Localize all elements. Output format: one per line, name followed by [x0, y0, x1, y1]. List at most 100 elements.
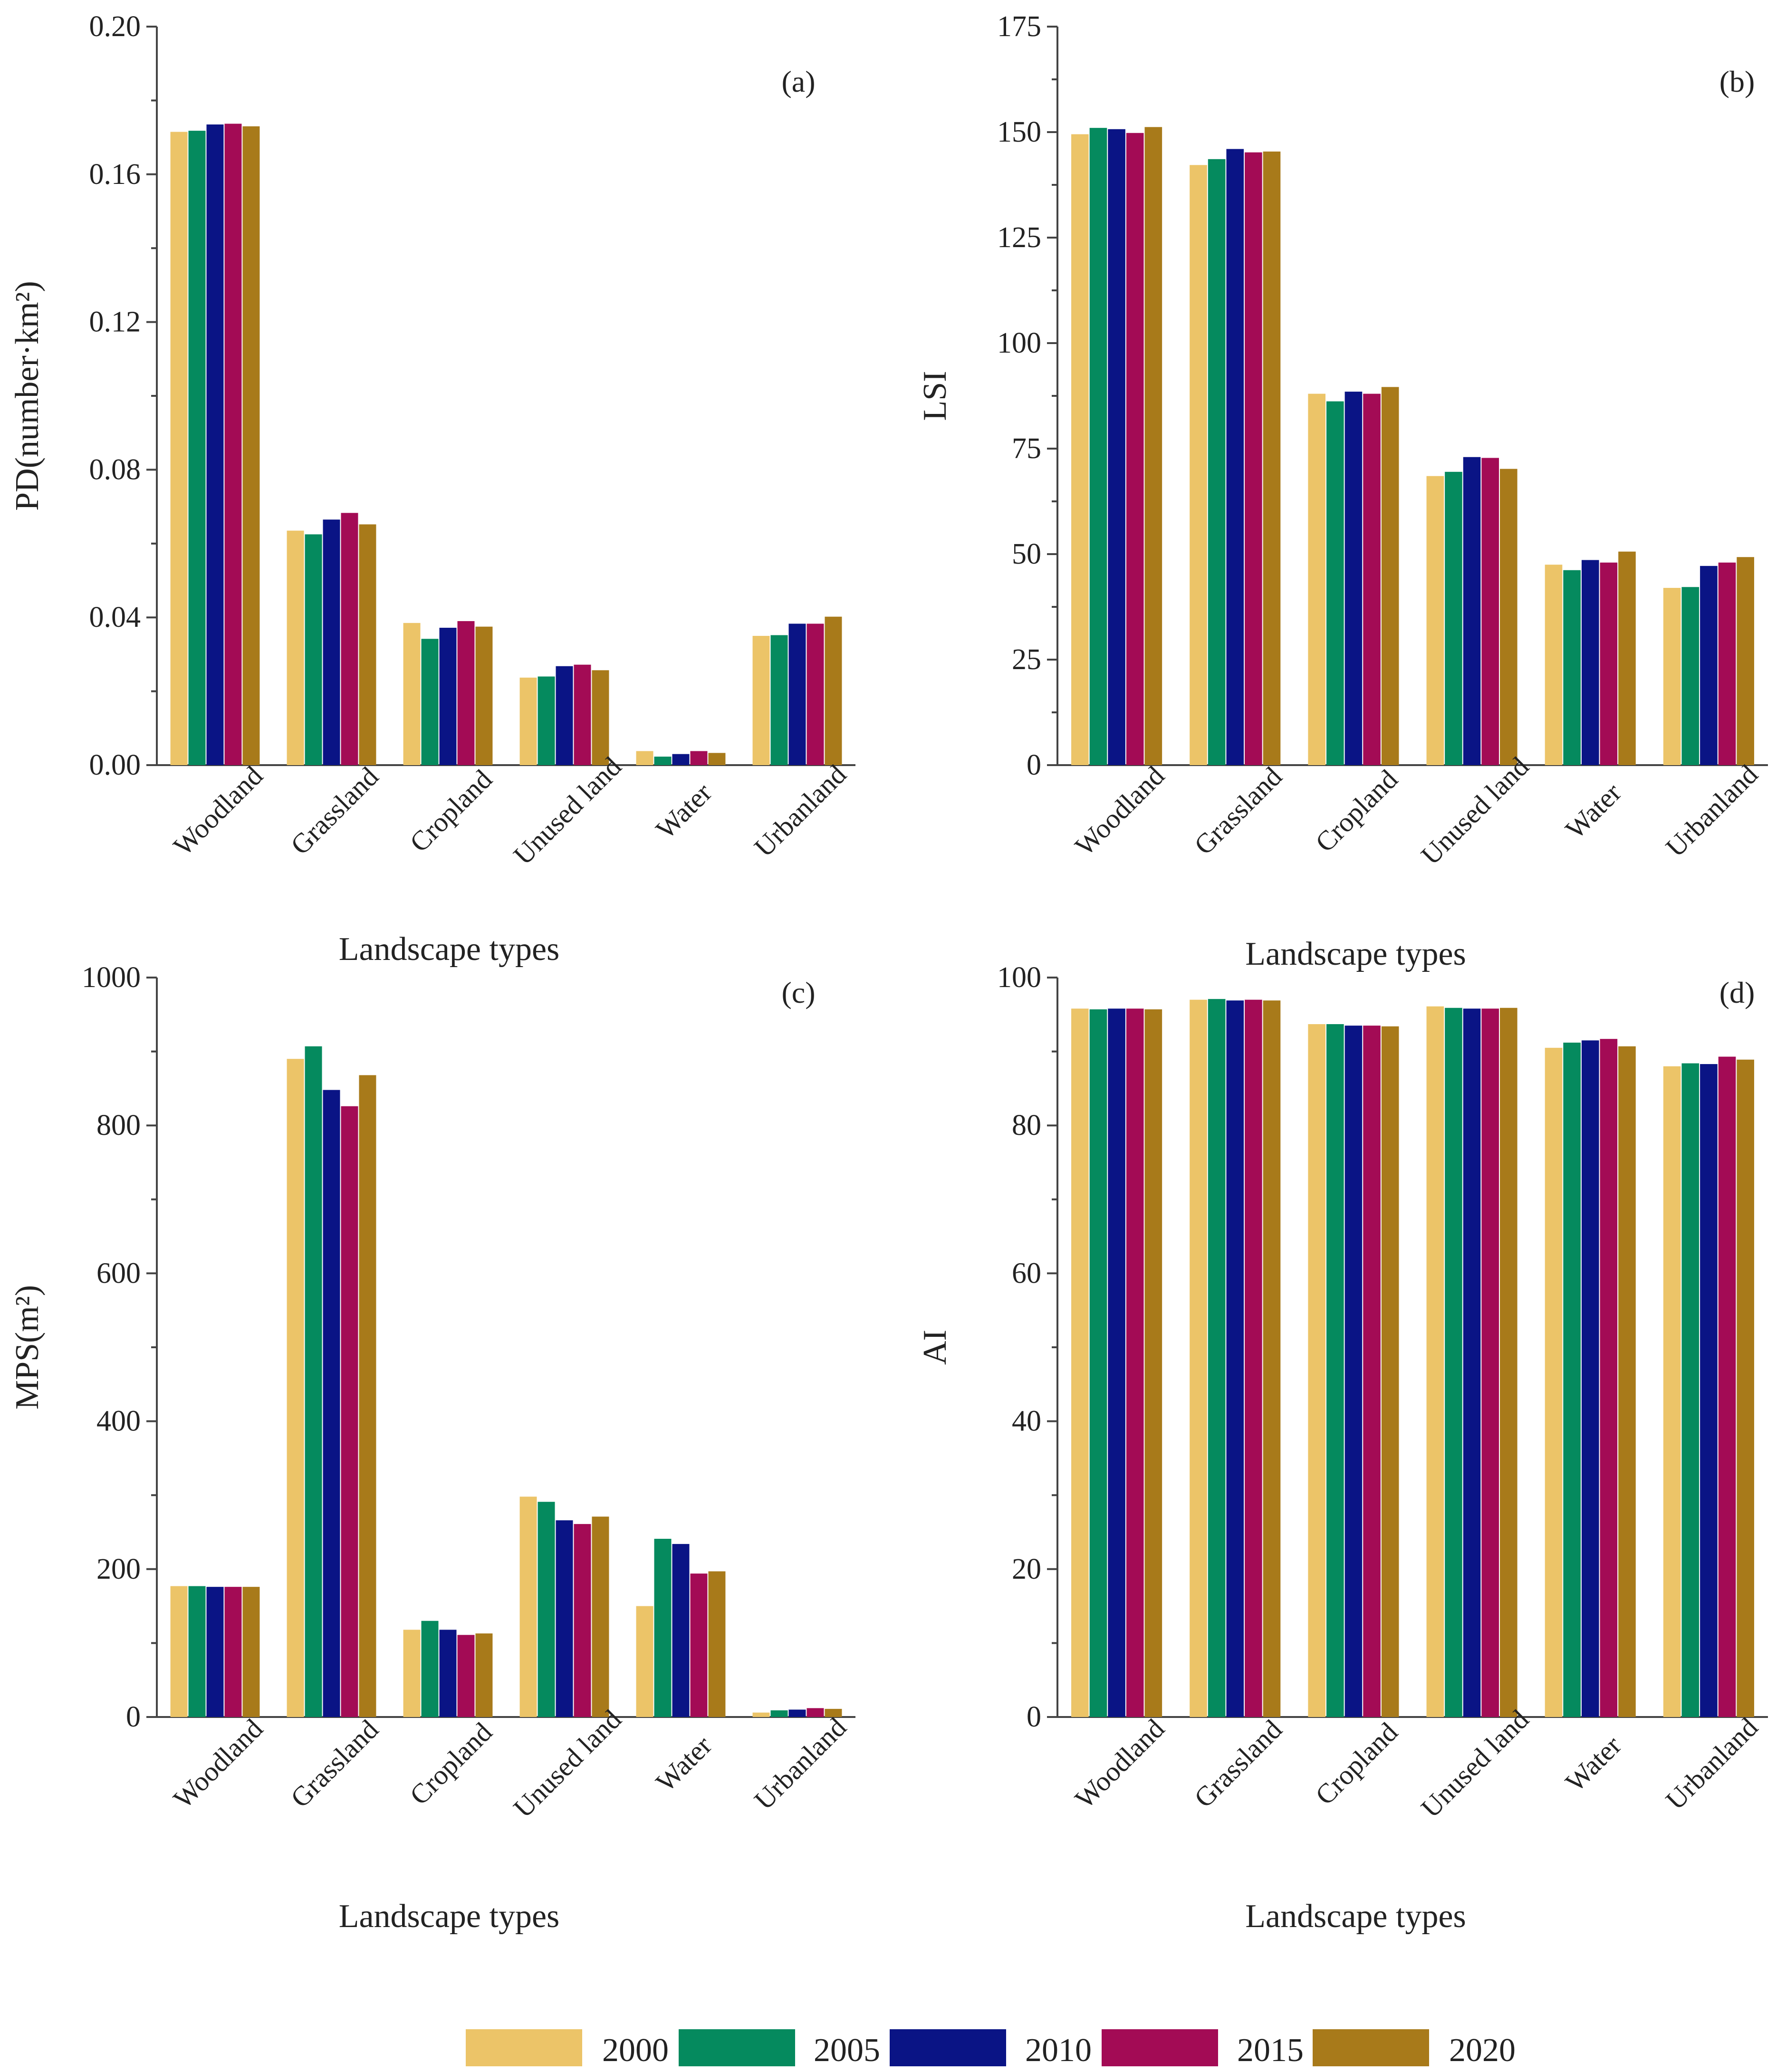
chart-c-bar — [457, 1635, 475, 1717]
legend-label-2010: 2010 — [1025, 2032, 1092, 2069]
chart-a-category-label: Water — [650, 777, 718, 845]
chart-b-bar — [1445, 471, 1462, 765]
chart-b-bar — [1363, 393, 1381, 765]
chart-d-category-label: Grassland — [1188, 1714, 1288, 1813]
chart-d-bar — [1681, 1063, 1700, 1717]
chart-a-bar — [421, 639, 439, 765]
legend: 2000 2005 2010 2015 2020 — [466, 2029, 1516, 2069]
chart-c-bar — [788, 1709, 806, 1717]
chart-a-category-label: Unused land — [508, 751, 627, 871]
chart-d-bar — [1500, 1007, 1517, 1717]
chart-d-y-tick-label: 0 — [1027, 1701, 1041, 1733]
chart-d-bar — [1363, 1026, 1381, 1717]
chart-c-y-axis-title: MPS(m²) — [9, 1285, 46, 1410]
chart-a-y-tick-label: 0.04 — [89, 601, 141, 633]
chart-c-category-label: Woodland — [167, 1713, 269, 1814]
chart-a-category-label: Woodland — [167, 760, 269, 862]
chart-d-bar — [1071, 1008, 1089, 1717]
chart-b-y-tick-label: 125 — [997, 221, 1041, 254]
chart-c-category-label: Cropland — [403, 1717, 498, 1811]
chart-c-bar — [287, 1059, 304, 1717]
chart-c-bar — [188, 1586, 206, 1717]
chart-a-bar — [224, 124, 242, 765]
chart-a-x-axis-title: Landscape types — [339, 931, 560, 968]
chart-c-bar — [519, 1496, 537, 1717]
chart-a-bar — [341, 513, 358, 765]
chart-c-bar — [538, 1502, 555, 1717]
chart-b-y-tick-label: 150 — [997, 116, 1041, 148]
chart-c-bar — [170, 1586, 188, 1717]
chart-b-bar — [1600, 562, 1618, 765]
chart-d-y-tick-label: 100 — [997, 961, 1041, 994]
chart-b-bar — [1718, 562, 1736, 765]
chart-b-bar — [1500, 469, 1517, 765]
chart-a-bar — [188, 131, 206, 765]
chart-a-bar — [636, 751, 653, 765]
chart-b-category-label: Unused land — [1415, 751, 1535, 871]
chart-b-bar — [1208, 159, 1226, 765]
chart-c-bar — [206, 1587, 224, 1717]
chart-d-bar — [1463, 1008, 1481, 1717]
chart-c-bar — [359, 1075, 376, 1717]
panel-a-pd-chart: 0.00 0.04 0.08 0.12 0.16 0.20 Woodland Grasslan… — [9, 10, 855, 968]
chart-b-bar — [1089, 128, 1107, 765]
chart-b-bar — [1326, 401, 1344, 765]
chart-d-bar — [1308, 1024, 1325, 1717]
chart-a-bar — [242, 126, 260, 765]
chart-b-bar — [1700, 566, 1718, 765]
chart-a-bar — [690, 751, 708, 765]
chart-c-bar — [439, 1630, 457, 1717]
chart-d-bar — [1245, 999, 1262, 1717]
chart-a-bar — [556, 666, 573, 765]
chart-a-bar — [439, 627, 457, 765]
chart-b-x-axis-title: Landscape types — [1245, 936, 1466, 972]
chart-b-y-tick-label: 0 — [1027, 749, 1041, 781]
chart-c-bar — [341, 1106, 358, 1717]
chart-b-bar — [1245, 152, 1262, 765]
chart-a-panel-label: (a) — [781, 65, 815, 98]
chart-c-x-axis-title: Landscape types — [339, 1898, 560, 1935]
chart-c-bar — [807, 1708, 824, 1717]
chart-c-category-label: Grassland — [285, 1714, 384, 1813]
legend-swatch-2005 — [679, 2029, 795, 2066]
chart-d-bar — [1700, 1064, 1718, 1717]
chart-d-bar — [1481, 1008, 1499, 1717]
chart-b-bar — [1108, 129, 1125, 766]
chart-a-bar — [672, 754, 690, 765]
chart-b-bar — [1737, 557, 1754, 765]
chart-b-bar — [1308, 393, 1325, 765]
chart-d-y-tick-label: 40 — [1012, 1405, 1041, 1438]
chart-d-category-label: Unused land — [1415, 1704, 1535, 1823]
chart-c-bar — [770, 1710, 788, 1717]
chart-d-bar — [1581, 1040, 1599, 1717]
chart-c-bar — [654, 1539, 672, 1717]
chart-a-category-label: Cropland — [403, 764, 498, 858]
chart-d-bar — [1108, 1008, 1125, 1717]
chart-d-bar — [1663, 1066, 1681, 1717]
chart-a-bar — [788, 624, 806, 765]
chart-c-panel-label: (c) — [781, 976, 815, 1009]
chart-d-bar — [1326, 1024, 1344, 1717]
chart-b-bar — [1226, 149, 1244, 765]
chart-b-bar — [1681, 587, 1700, 765]
chart-b-y-tick-label: 100 — [997, 327, 1041, 359]
chart-c-bar — [224, 1587, 242, 1717]
chart-d-bar — [1190, 999, 1207, 1717]
chart-d-y-tick-label: 60 — [1012, 1257, 1041, 1289]
chart-b-category-label: Woodland — [1069, 760, 1171, 862]
chart-a-bar — [770, 635, 788, 765]
chart-d-bar — [1126, 1008, 1144, 1717]
chart-d-bar — [1426, 1006, 1444, 1717]
chart-b-bar — [1381, 387, 1399, 765]
chart-d-bar — [1263, 1000, 1281, 1717]
chart-a-y-tick-label: 0.20 — [89, 10, 141, 43]
chart-c-y-tick-label: 200 — [96, 1553, 141, 1585]
chart-a-bar — [807, 624, 824, 765]
chart-a-bar — [538, 676, 555, 765]
chart-a-bar — [457, 621, 475, 765]
chart-d-panel-label: (d) — [1719, 976, 1755, 1009]
chart-c-category-label: Unused land — [508, 1704, 627, 1823]
chart-c-y-tick-label: 600 — [96, 1257, 141, 1289]
chart-d-x-axis-title: Landscape types — [1245, 1898, 1466, 1935]
